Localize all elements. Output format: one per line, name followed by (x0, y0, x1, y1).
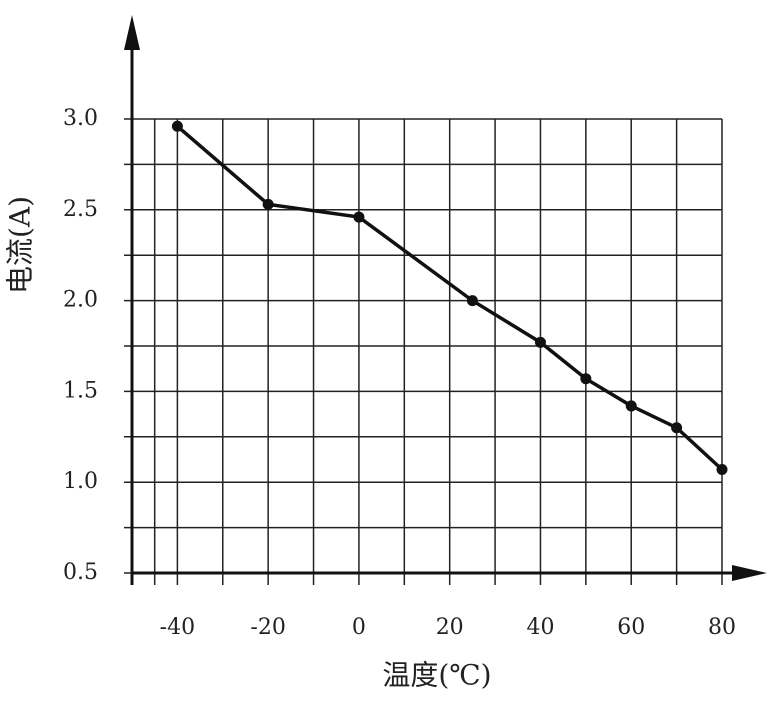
y-axis-arrow (124, 15, 140, 50)
y-tick-label: 2.0 (63, 288, 98, 313)
data-point (534, 336, 546, 348)
data-point (262, 198, 274, 210)
x-tick-label: 40 (526, 615, 554, 640)
y-tick-label: 1.5 (63, 378, 98, 403)
x-tick-label: 80 (708, 615, 736, 640)
data-point (466, 295, 478, 307)
x-tick-label: -20 (250, 615, 285, 640)
data-point (353, 211, 365, 223)
y-tick-label: 0.5 (63, 560, 98, 585)
x-tick-label: -40 (160, 615, 195, 640)
x-tick-label: 60 (617, 615, 645, 640)
data-point (671, 422, 683, 434)
x-axis-title: 温度(℃) (382, 659, 491, 692)
data-point (580, 373, 592, 385)
data-point (171, 120, 183, 132)
y-axis-title: 电流(A) (4, 196, 37, 294)
y-tick-label: 2.5 (63, 197, 98, 222)
x-tick-label: 0 (352, 615, 366, 640)
x-tick-label: 20 (436, 615, 464, 640)
data-point (625, 400, 637, 412)
x-axis-arrow (732, 565, 767, 581)
data-point (716, 463, 728, 475)
y-tick-label: 1.0 (63, 469, 98, 494)
y-tick-label: 3.0 (63, 106, 98, 131)
